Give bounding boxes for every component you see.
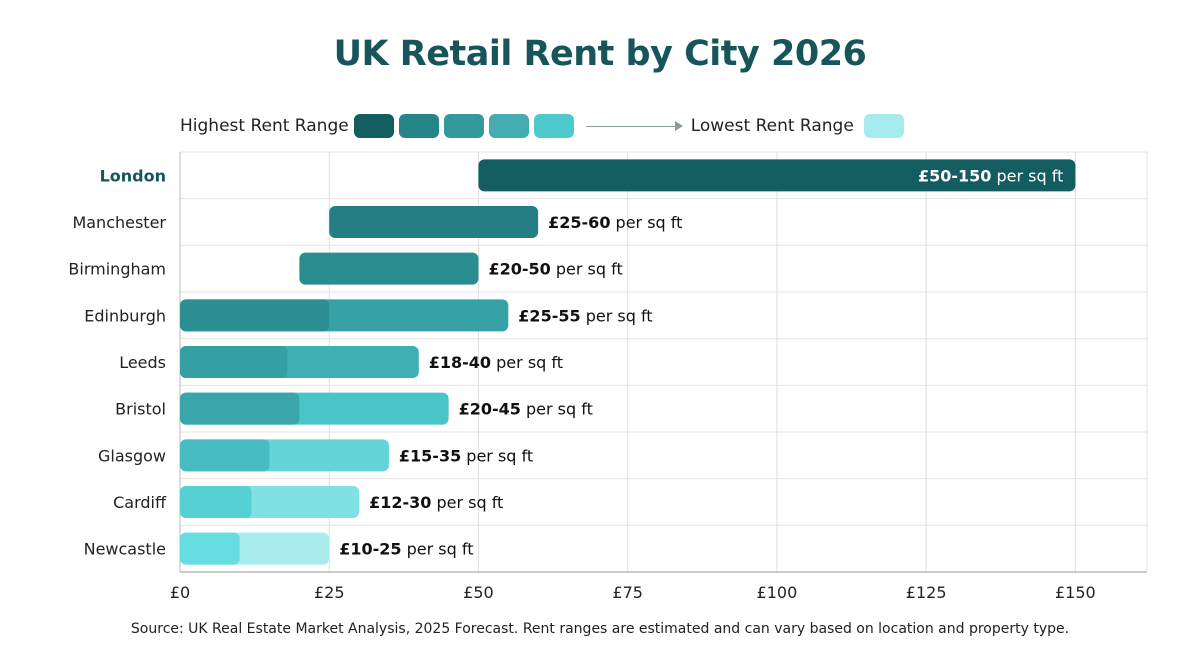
bar-manchester bbox=[329, 206, 539, 238]
data-label: £15-35 per sq ft bbox=[399, 446, 533, 465]
legend: Highest Rent Range Lowest Rent Range bbox=[180, 114, 904, 138]
bar-segment-low bbox=[180, 486, 252, 518]
legend-swatch-low bbox=[863, 114, 904, 138]
x-tick-label: £125 bbox=[906, 583, 947, 602]
y-tick-label: Newcastle bbox=[84, 540, 166, 559]
legend-high-label: Highest Rent Range bbox=[180, 116, 349, 136]
x-tick-label: £75 bbox=[612, 583, 643, 602]
bar-london bbox=[478, 159, 1076, 192]
y-tick-label: Manchester bbox=[72, 213, 166, 232]
bar-segment-low bbox=[180, 346, 288, 378]
y-tick-label: Glasgow bbox=[98, 446, 166, 465]
y-tick-label: Cardiff bbox=[113, 493, 167, 512]
data-label: £18-40 per sq ft bbox=[429, 353, 563, 372]
x-tick-label: £150 bbox=[1055, 583, 1096, 602]
x-tick-label: £25 bbox=[314, 583, 345, 602]
bar-segment-low bbox=[180, 439, 270, 472]
chart-title: UK Retail Rent by City 2026 bbox=[333, 34, 867, 74]
bar-segment-low bbox=[180, 299, 330, 332]
x-tick-label: £0 bbox=[170, 583, 190, 602]
bar-birmingham bbox=[299, 252, 479, 285]
x-tick-label: £100 bbox=[757, 583, 798, 602]
legend-swatch bbox=[398, 114, 439, 138]
bar-segment-low bbox=[180, 392, 300, 425]
legend-low-label: Lowest Rent Range bbox=[690, 116, 854, 136]
data-label: £50-150 per sq ft bbox=[918, 166, 1063, 185]
legend-swatch bbox=[488, 114, 529, 138]
legend-swatches bbox=[353, 114, 574, 138]
bar-segment-low bbox=[180, 532, 240, 565]
source-note: Source: UK Real Estate Market Analysis, … bbox=[130, 621, 1070, 637]
data-label: £10-25 per sq ft bbox=[339, 540, 473, 559]
legend-swatch bbox=[533, 114, 574, 138]
data-label: £20-50 per sq ft bbox=[488, 260, 622, 279]
x-tick-label: £50 bbox=[463, 583, 494, 602]
data-label: £25-60 per sq ft bbox=[548, 213, 682, 232]
legend-swatch bbox=[353, 114, 394, 138]
legend-swatch bbox=[443, 114, 484, 138]
y-tick-label: Birmingham bbox=[68, 260, 166, 279]
arrow-right-icon bbox=[585, 120, 683, 131]
data-label: £25-55 per sq ft bbox=[518, 306, 652, 325]
data-label: £12-30 per sq ft bbox=[369, 493, 503, 512]
y-tick-label: Bristol bbox=[115, 400, 166, 419]
y-tick-label: Leeds bbox=[119, 353, 166, 372]
y-tick-label: London bbox=[100, 166, 166, 185]
data-label: £20-45 per sq ft bbox=[459, 400, 593, 419]
y-tick-label: Edinburgh bbox=[84, 306, 166, 325]
